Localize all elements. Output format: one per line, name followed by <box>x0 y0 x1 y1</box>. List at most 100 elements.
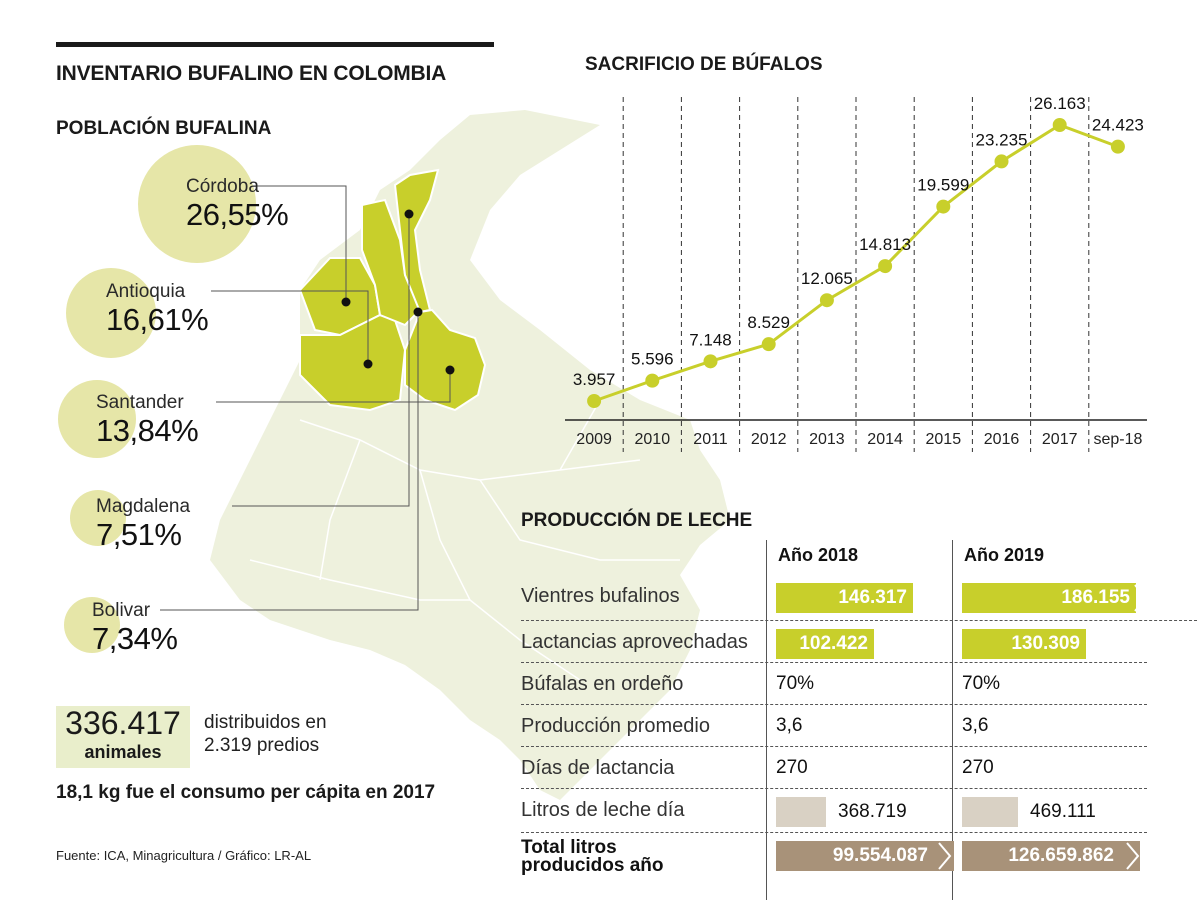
row-label: Días de lactancia <box>521 757 675 779</box>
x-tick-label: 2017 <box>1042 431 1078 448</box>
population-title: POBLACIÓN BUFALINA <box>56 118 272 139</box>
data-label: 26.163 <box>1034 94 1086 113</box>
map-region-santander <box>404 308 487 412</box>
consumption-note: 18,1 kg fue el consumo per cápita en 201… <box>56 782 436 803</box>
dept-name-antioquia: Antioquia <box>106 281 186 302</box>
map-dot-antioquia <box>363 359 373 369</box>
cell-value: 99.554.087 <box>832 845 928 866</box>
x-tick-label: sep-18 <box>1093 431 1142 448</box>
row-label-line2: producidos año <box>521 855 664 876</box>
milk-table-title: PRODUCCIÓN DE LECHE <box>521 510 753 531</box>
map-region-bolivar <box>361 198 422 327</box>
dept-percent-bolivar: 7,34% <box>92 621 178 656</box>
circle-magdalena <box>70 490 126 546</box>
x-tick-label: 2010 <box>635 431 671 448</box>
data-point <box>1052 118 1067 132</box>
dept-name-magdalena: Magdalena <box>96 496 191 517</box>
data-label: 3.957 <box>573 370 616 389</box>
row-label: Búfalas en ordeño <box>521 673 684 695</box>
cell-value: 70% <box>962 673 1001 694</box>
main-title: INVENTARIO BUFALINO EN COLOMBIA <box>56 62 447 85</box>
row-separator <box>521 832 1147 833</box>
cell-bar <box>776 841 954 871</box>
cell-value: 146.317 <box>838 587 907 608</box>
data-point <box>1110 139 1125 154</box>
total-unit: animales <box>84 742 162 762</box>
x-tick-label: 2009 <box>576 431 612 448</box>
cell-value: 469.111 <box>1030 801 1096 822</box>
circle-bolivar <box>64 597 120 653</box>
dept-percent-antioquia: 16,61% <box>106 302 209 337</box>
row-label-line1: Total litros <box>521 837 617 858</box>
data-label: 5.596 <box>631 350 674 369</box>
leader-bolivar <box>160 312 419 611</box>
row-separator <box>521 788 1147 789</box>
leader-antioquia <box>211 290 369 364</box>
map-dot-cordoba <box>341 297 351 307</box>
source-note: Fuente: ICA, Minagricultura / Gráfico: L… <box>56 848 312 863</box>
data-point <box>703 354 718 369</box>
data-label: 14.813 <box>859 235 911 254</box>
chevron-right-icon <box>1184 584 1198 612</box>
cell-bar <box>776 629 874 659</box>
row-label: Producción promedio <box>521 715 710 737</box>
chart-title: SACRIFICIO DE BÚFALOS <box>585 54 823 75</box>
circle-santander <box>58 380 136 458</box>
leader-santander <box>216 370 451 403</box>
row-separator <box>521 704 1147 705</box>
chevron-right-icon <box>1126 842 1140 870</box>
total-animals: 336.417 <box>65 705 181 741</box>
dept-name-cordoba: Córdoba <box>186 176 259 197</box>
data-point <box>645 373 660 388</box>
distributed-line2: 2.319 predios <box>204 735 320 756</box>
cell-value: 130.309 <box>1011 633 1080 654</box>
circle-cordoba <box>138 145 256 263</box>
data-point <box>761 337 776 352</box>
leader-cordoba <box>256 185 347 302</box>
dept-percent-magdalena: 7,51% <box>96 517 182 552</box>
data-label: 23.235 <box>976 130 1028 149</box>
data-label: 8.529 <box>747 313 790 332</box>
map-dot-bolivar <box>413 307 423 317</box>
cell-value: 3,6 <box>776 715 803 736</box>
map-dot-magdalena <box>404 209 414 219</box>
data-point <box>878 259 893 274</box>
table-divider-2018 <box>766 540 767 900</box>
x-tick-label: 2014 <box>867 431 903 448</box>
map-region-antioquia <box>299 313 407 412</box>
dept-name-bolivar: Bolivar <box>92 600 151 621</box>
x-tick-label: 2016 <box>984 431 1020 448</box>
dept-name-santander: Santander <box>96 392 184 413</box>
circle-antioquia <box>66 268 156 358</box>
row-label: Vientres bufalinos <box>521 585 680 607</box>
row-separator <box>521 620 1197 621</box>
cell-value: 102.422 <box>799 633 868 654</box>
x-tick-label: 2011 <box>693 431 728 448</box>
row-separator <box>521 662 1147 663</box>
cell-value: 270 <box>776 757 808 778</box>
map-region-magdalena <box>393 168 440 314</box>
distributed-line1: distribuidos en <box>204 712 327 733</box>
cell-bar <box>962 583 1136 613</box>
column-header-2019: Año 2019 <box>964 545 1045 565</box>
x-tick-label: 2013 <box>809 431 845 448</box>
data-point <box>994 154 1009 169</box>
leader-magdalena <box>232 214 410 507</box>
cell-value: 70% <box>776 673 815 694</box>
chevron-right-icon <box>1134 584 1148 612</box>
cell-value: 368.719 <box>838 801 907 822</box>
dept-percent-santander: 13,84% <box>96 413 199 448</box>
table-divider-2019 <box>952 540 953 900</box>
cell-bar <box>962 841 1140 871</box>
data-point <box>587 394 602 408</box>
title-rule <box>56 42 494 47</box>
row-separator <box>521 746 1147 747</box>
cell-bar <box>776 583 913 613</box>
row-label: Litros de leche día <box>521 799 685 821</box>
row-label: Lactancias aprovechadas <box>521 631 748 653</box>
x-tick-label: 2012 <box>751 431 787 448</box>
column-header-2018: Año 2018 <box>778 545 859 565</box>
x-tick-label: 2015 <box>926 431 962 448</box>
